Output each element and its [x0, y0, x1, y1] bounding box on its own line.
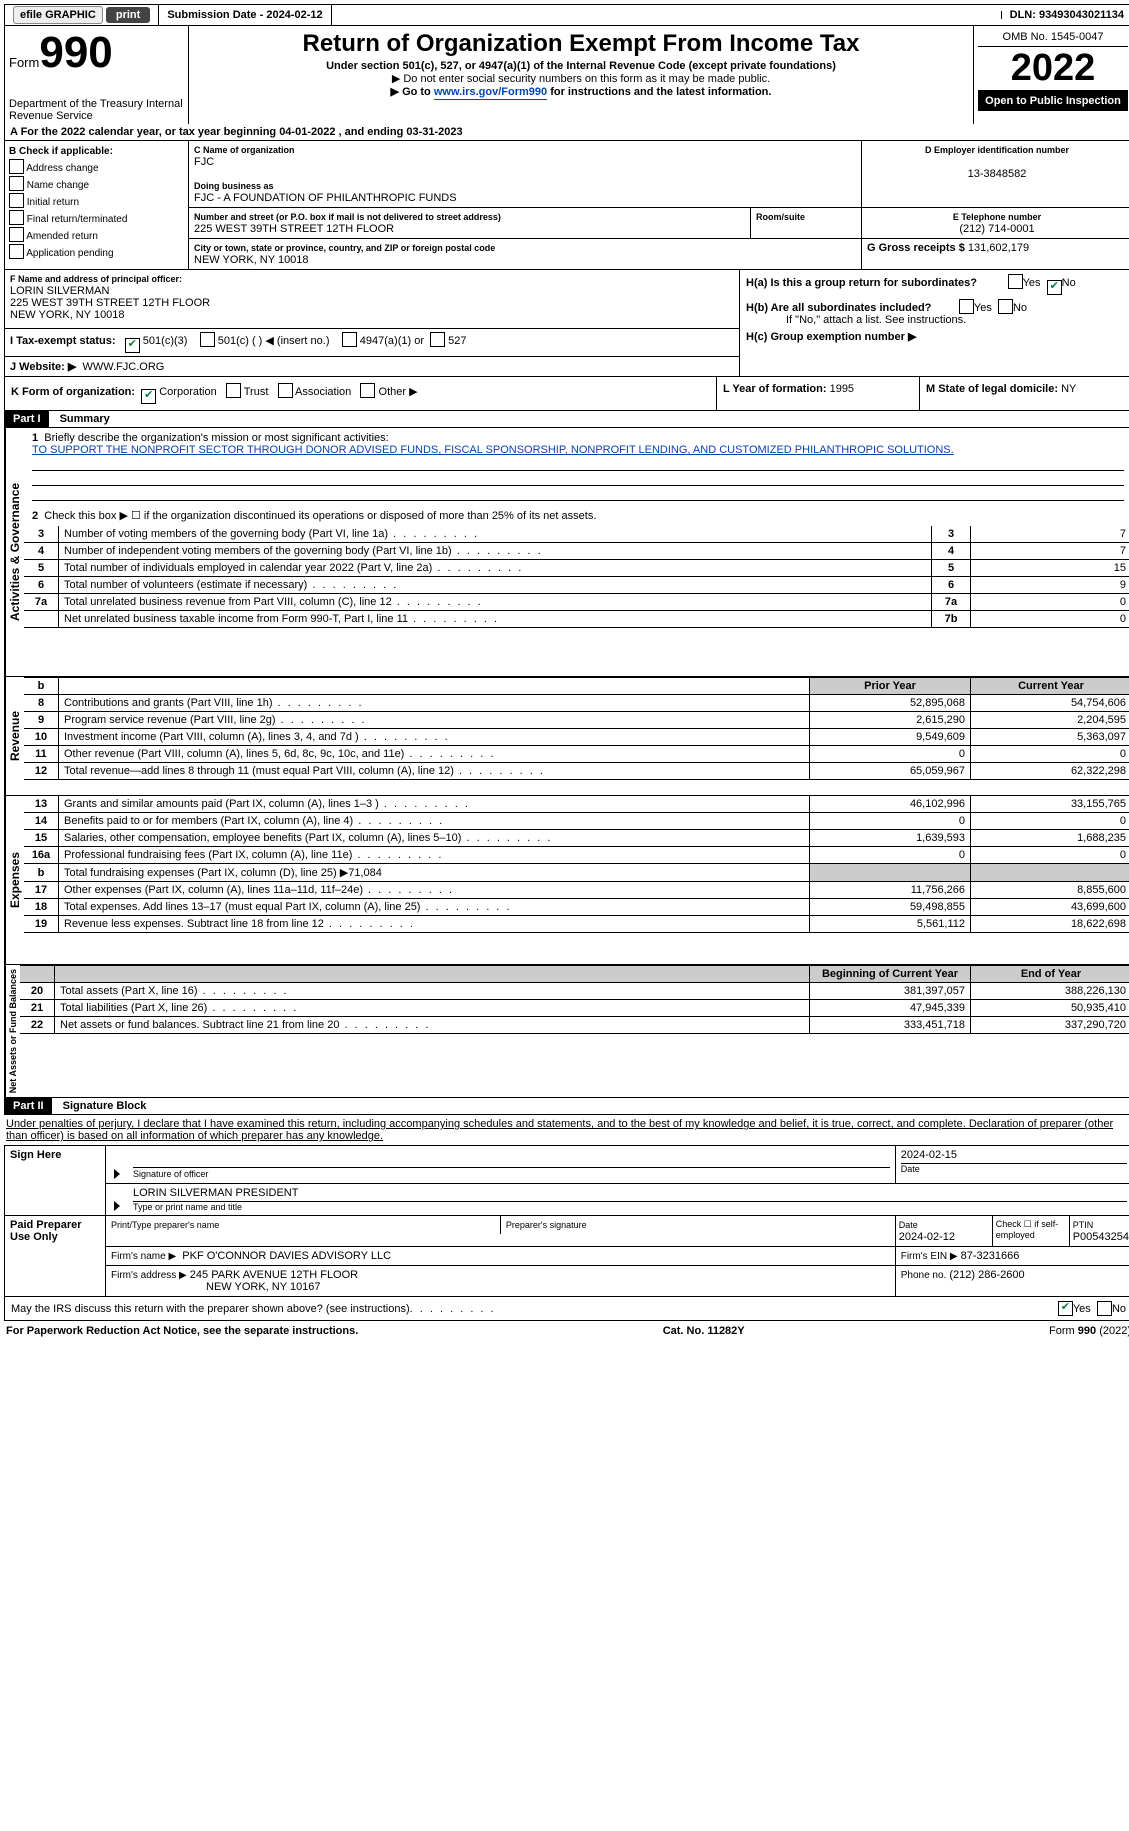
open-to-public: Open to Public Inspection [978, 91, 1128, 111]
signature-date: 2024-02-15 [901, 1149, 957, 1161]
tax-year: 2022 [978, 46, 1128, 91]
netassets-table: Beginning of Current Year End of Year 20… [20, 965, 1129, 1034]
part-i-title: Summary [52, 413, 110, 425]
dba: FJC - A FOUNDATION OF PHILANTHROPIC FUND… [194, 192, 457, 204]
part-ii-title: Signature Block [55, 1100, 147, 1112]
sign-here-label: Sign Here [5, 1146, 106, 1216]
h-a-label: H(a) Is this a group return for subordin… [746, 277, 977, 289]
ptin: P00543254 [1073, 1231, 1129, 1243]
perjury-declaration: Under penalties of perjury, I declare th… [4, 1115, 1129, 1145]
subtitle-3: ▶ Go to www.irs.gov/Form990 for instruct… [193, 85, 969, 98]
department: Department of the Treasury Internal Reve… [9, 98, 184, 122]
group-return-no[interactable] [1047, 280, 1062, 295]
signature-table: Sign Here Signature of officer 2024-02-1… [4, 1145, 1129, 1297]
omb-number: OMB No. 1545-0047 [978, 28, 1128, 46]
corporation-checkbox[interactable] [141, 389, 156, 404]
year-formation: 1995 [830, 383, 854, 395]
paid-preparer-label: Paid Preparer Use Only [5, 1216, 106, 1297]
governance-table: 3Number of voting members of the governi… [24, 526, 1129, 628]
side-revenue: Revenue [5, 677, 24, 795]
mission: TO SUPPORT THE NONPROFIT SECTOR THROUGH … [32, 444, 954, 456]
discuss-yes-checkbox[interactable] [1058, 1301, 1073, 1316]
subtitle-2: ▶ Do not enter social security numbers o… [193, 72, 969, 85]
efile-label: efile GRAPHIC [13, 6, 103, 24]
501c3-checkbox[interactable] [125, 338, 140, 353]
org-name: FJC [194, 156, 214, 168]
section-b: B Check if applicable: Address change Na… [5, 141, 189, 269]
page-footer: For Paperwork Reduction Act Notice, see … [4, 1321, 1129, 1341]
gross-receipts: 131,602,179 [968, 242, 1029, 254]
print-button[interactable]: print [106, 7, 150, 23]
firm-ein: 87-3231666 [961, 1250, 1020, 1262]
form-number: 990 [39, 28, 112, 77]
firm-address-1: 245 PARK AVENUE 12TH FLOOR [190, 1269, 358, 1281]
ein: 13-3848582 [968, 168, 1027, 180]
form-title: Return of Organization Exempt From Incom… [193, 30, 969, 58]
firm-address-2: NEW YORK, NY 10167 [111, 1281, 321, 1293]
arrow-icon [114, 1201, 120, 1211]
expenses-table: 13Grants and similar amounts paid (Part … [24, 796, 1129, 933]
firm-phone: (212) 286-2600 [949, 1269, 1024, 1281]
firm-name: PKF O'CONNOR DAVIES ADVISORY LLC [182, 1250, 391, 1262]
irs-link[interactable]: www.irs.gov/Form990 [434, 86, 547, 100]
officer-name: LORIN SILVERMAN [10, 285, 109, 297]
state-domicile: NY [1061, 383, 1076, 395]
preparer-date: 2024-02-12 [899, 1231, 955, 1243]
revenue-table: b Prior Year Current Year 8Contributions… [24, 677, 1129, 780]
telephone: (212) 714-0001 [959, 223, 1034, 235]
top-bar: efile GRAPHIC print Submission Date - 20… [4, 4, 1129, 26]
line-a: A For the 2022 calendar year, or tax yea… [4, 124, 1129, 141]
side-expenses: Expenses [5, 796, 24, 964]
part-ii-header: Part II [5, 1098, 52, 1114]
dln: DLN: 93493043021134 [1002, 5, 1129, 25]
website: WWW.FJC.ORG [82, 361, 164, 373]
side-governance: Activities & Governance [5, 428, 24, 676]
subtitle-1: Under section 501(c), 527, or 4947(a)(1)… [193, 60, 969, 72]
arrow-icon [114, 1169, 120, 1179]
officer-printed-name: LORIN SILVERMAN PRESIDENT [133, 1187, 298, 1199]
city-state-zip: NEW YORK, NY 10018 [194, 254, 309, 266]
form-word: Form [9, 55, 39, 70]
submission-date: Submission Date - 2024-02-12 [159, 5, 331, 25]
street: 225 WEST 39TH STREET 12TH FLOOR [194, 223, 394, 235]
side-netassets: Net Assets or Fund Balances [5, 965, 20, 1097]
part-i-header: Part I [5, 411, 49, 427]
discuss-no-checkbox[interactable] [1097, 1301, 1112, 1316]
